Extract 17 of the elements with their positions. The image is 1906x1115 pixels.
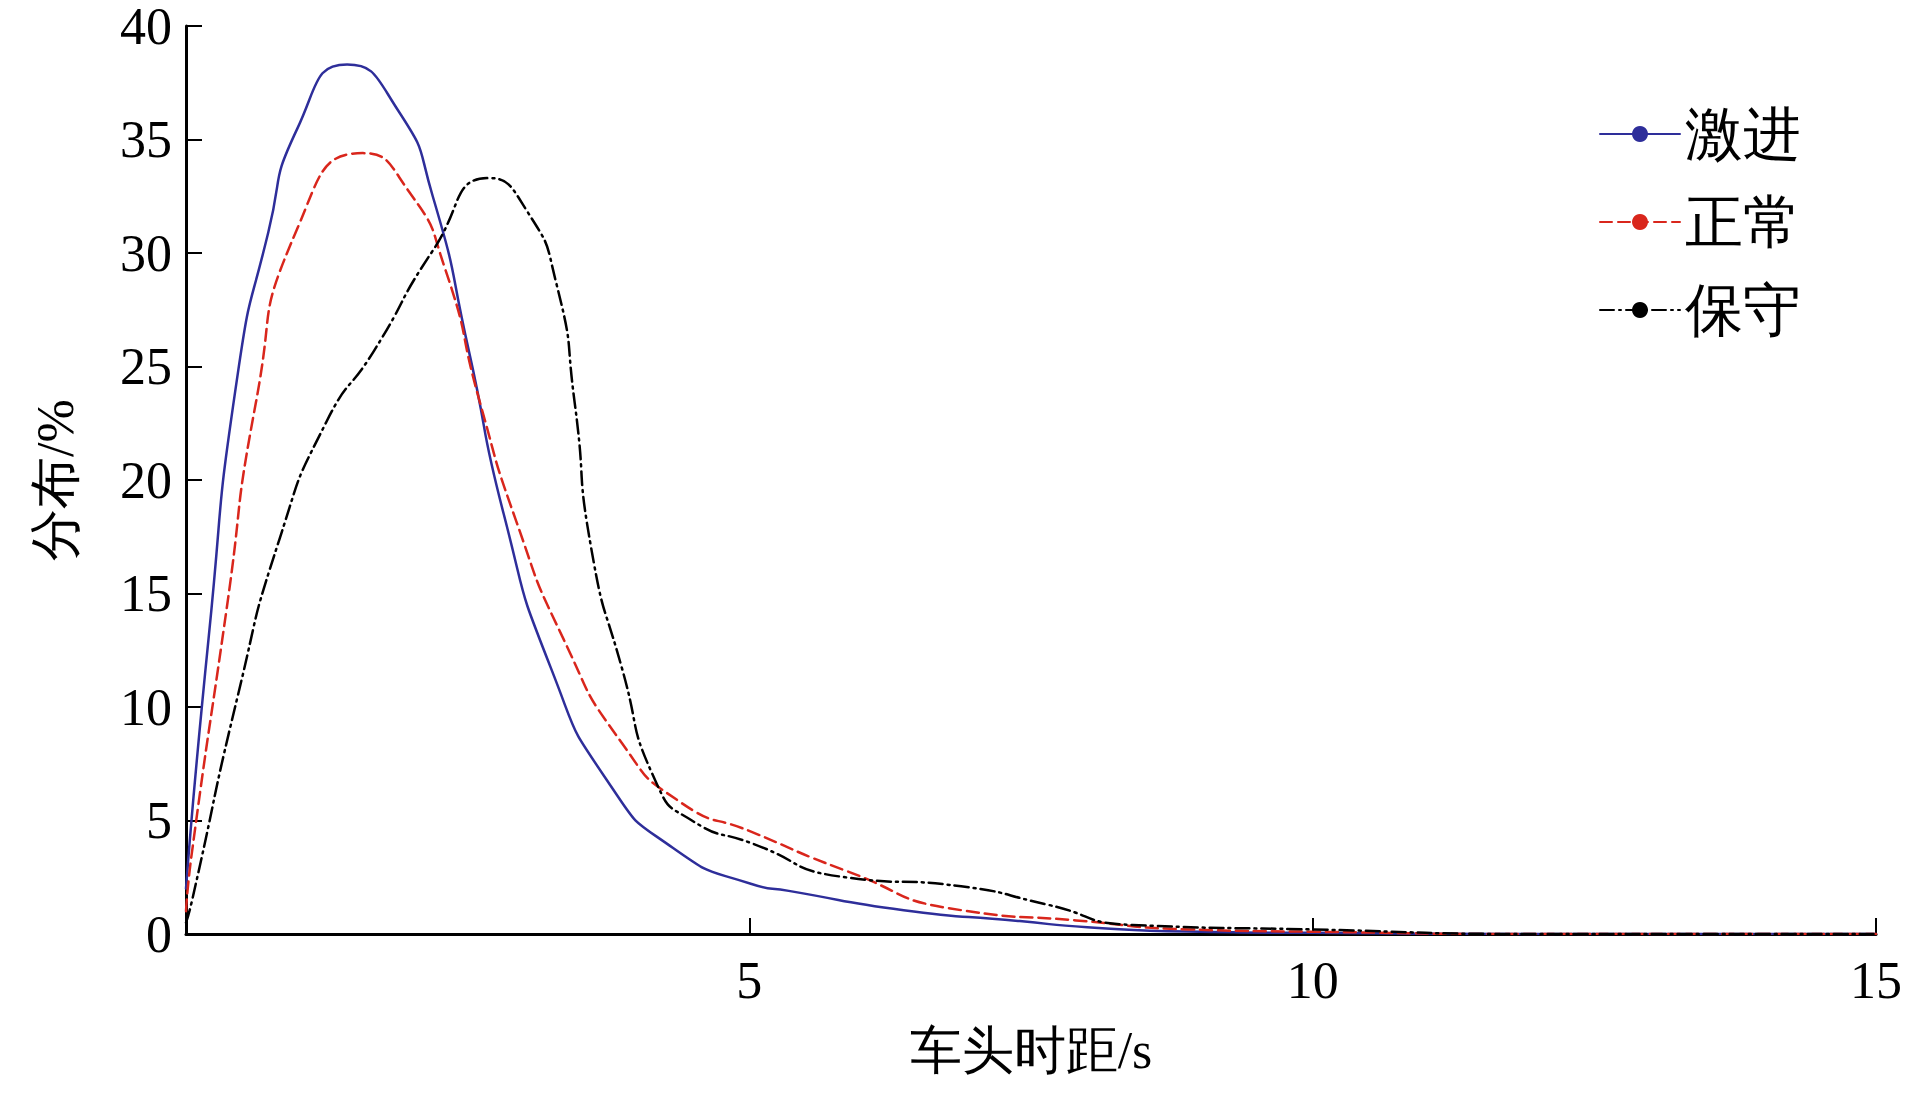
legend-label: 保守 [1685,277,1801,343]
y-tick-label: 25 [120,338,172,395]
y-tick-label: 15 [120,565,172,622]
x-tick-label: 10 [1286,951,1339,1009]
y-axis-title: 分布/% [26,399,84,561]
y-tick-label: 40 [120,0,172,55]
y-tick-label: 0 [146,905,172,963]
x-axis-title: 车头时距/s [909,1021,1153,1079]
y-tick-label: 35 [120,111,172,168]
y-tick-label: 30 [120,224,172,282]
legend-label: 正常 [1685,189,1801,255]
legend-label: 激进 [1685,101,1801,167]
y-tick-label: 20 [120,451,172,509]
x-tick-label: 15 [1850,951,1902,1009]
y-tick-label: 5 [146,792,172,849]
y-tick-label: 10 [120,678,172,736]
x-tick-label: 5 [736,951,763,1009]
